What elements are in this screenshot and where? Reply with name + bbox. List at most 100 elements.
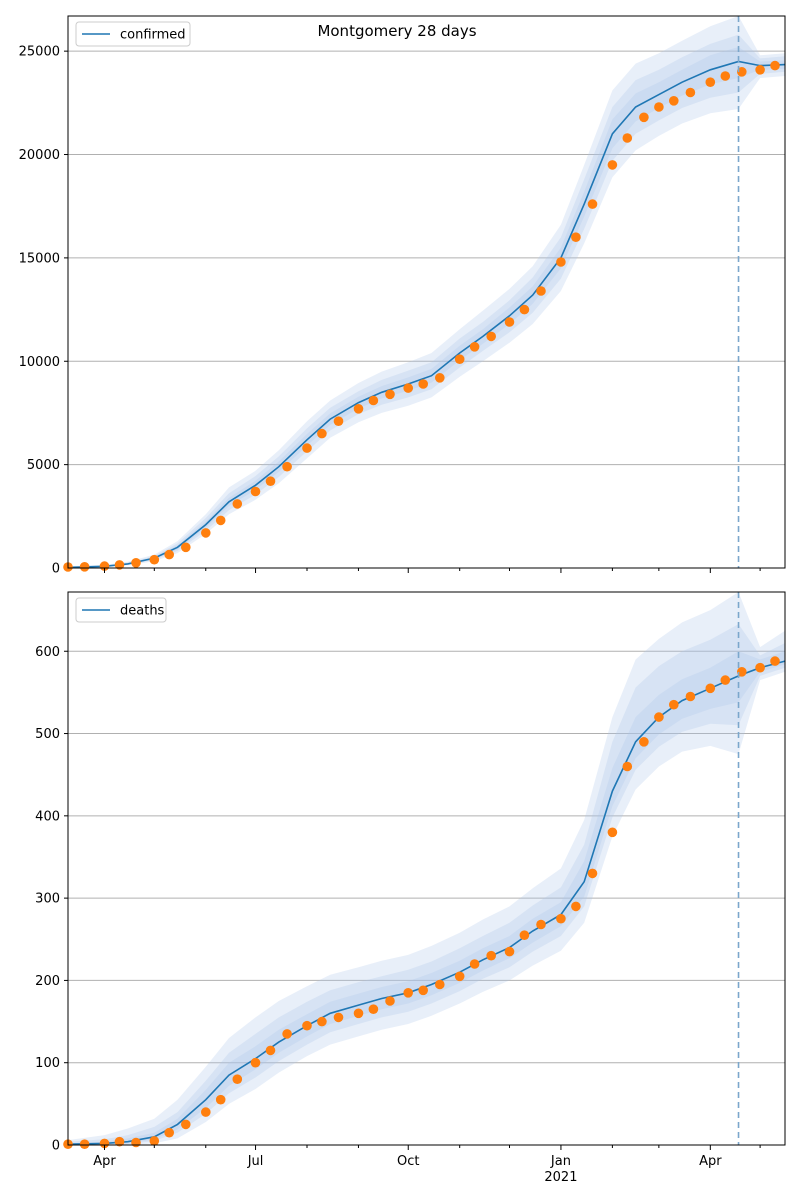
observed-point — [622, 761, 633, 772]
observed-point — [737, 67, 747, 77]
observed-point — [215, 515, 226, 526]
observed-point — [486, 950, 497, 961]
y-tick-label: 15000 — [19, 251, 60, 266]
y-tick-label: 10000 — [19, 355, 60, 370]
observed-point — [418, 379, 429, 389]
observed-point — [385, 389, 395, 400]
observed-point — [720, 71, 731, 81]
observed-point — [770, 656, 780, 666]
confirmed-panel: 0 5000 10000 15000 20000 25000 confirmed — [19, 15, 786, 577]
confidence-band-1 — [68, 592, 785, 1145]
legend-box — [75, 597, 167, 623]
y-tick-label: 400 — [35, 809, 60, 824]
confidence-band-2 — [68, 624, 785, 1145]
observed-point — [755, 662, 765, 673]
y-tick-label: 100 — [35, 1056, 60, 1071]
observed-point — [454, 354, 465, 365]
observed-point — [403, 383, 414, 393]
observed-point — [622, 133, 633, 143]
observed-point — [469, 342, 480, 352]
legend-label: deaths — [120, 604, 165, 619]
observed-point — [201, 528, 211, 538]
observed-point — [131, 1137, 141, 1148]
observed-point — [317, 428, 327, 439]
observed-point — [705, 683, 716, 694]
confidence-band-2 — [68, 34, 785, 568]
observed-point — [504, 317, 515, 327]
observed-point — [164, 1127, 174, 1138]
confidence-band-1 — [68, 16, 785, 568]
observed-point — [556, 913, 566, 924]
observed-point — [131, 558, 141, 568]
model-line — [67, 60, 786, 569]
observed-point — [556, 257, 566, 267]
model-line — [67, 660, 786, 1145]
x-tick-label: Jan — [550, 1154, 571, 1169]
observed-point — [435, 373, 445, 383]
observed-point — [519, 304, 530, 315]
observed-point — [333, 1012, 344, 1023]
observed-point — [353, 1008, 364, 1019]
y-tick-label: 20000 — [19, 148, 60, 163]
observed-point — [486, 331, 497, 342]
observed-point — [201, 1107, 211, 1117]
observed-point — [164, 549, 174, 560]
observed-point — [571, 901, 581, 912]
observed-point — [282, 461, 292, 472]
y-tick-label: 500 — [35, 727, 60, 742]
observed-point — [215, 1094, 226, 1105]
observed-point — [149, 554, 160, 565]
observed-point — [454, 971, 465, 982]
observed-point — [265, 476, 276, 487]
observed-point — [149, 1136, 160, 1146]
observed-point — [403, 988, 414, 998]
observed-point — [418, 985, 429, 996]
figure-title: Montgomery 28 days — [317, 22, 476, 40]
legend-box — [75, 21, 191, 47]
axes-frame — [67, 591, 786, 1146]
observed-point — [302, 1020, 312, 1031]
observed-point — [317, 1016, 327, 1027]
confidence-band-3 — [68, 651, 785, 1145]
observed-point — [607, 827, 618, 838]
observed-point — [368, 395, 379, 406]
observed-point — [79, 562, 90, 572]
observed-point — [607, 160, 618, 170]
observed-point — [368, 1004, 379, 1014]
observed-point — [79, 1139, 90, 1149]
observed-point — [685, 691, 696, 702]
observed-point — [654, 102, 664, 112]
observed-point — [720, 675, 731, 685]
observed-point — [587, 868, 598, 879]
observed-point — [669, 96, 679, 106]
observed-point — [536, 286, 546, 296]
observed-point — [353, 404, 364, 414]
axes-frame — [67, 15, 786, 569]
observed-point — [587, 199, 598, 209]
x-tick-label: Apr — [93, 1154, 116, 1169]
observed-point — [114, 560, 125, 570]
observed-point — [571, 232, 581, 242]
observed-point — [114, 1136, 125, 1147]
x-tick-year-label: 2021 — [544, 1170, 577, 1185]
x-tick-label: Apr — [699, 1154, 722, 1169]
observed-point — [669, 699, 679, 710]
observed-point — [770, 60, 780, 71]
observed-point — [469, 959, 480, 969]
observed-point — [685, 87, 696, 98]
observed-point — [265, 1045, 276, 1056]
observed-point — [639, 112, 649, 123]
observed-point — [181, 542, 191, 553]
observed-point — [232, 1074, 243, 1084]
observed-point — [536, 919, 546, 930]
observed-point — [232, 499, 243, 509]
observed-point — [639, 737, 649, 747]
observed-point — [435, 979, 445, 990]
observed-point — [519, 930, 530, 940]
legend: deaths — [75, 597, 167, 623]
y-tick-label: 0 — [52, 1139, 60, 1154]
observed-point — [654, 712, 664, 722]
observed-point — [504, 946, 515, 957]
